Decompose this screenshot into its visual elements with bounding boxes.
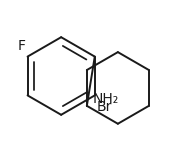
Text: NH₂: NH₂ — [92, 92, 118, 106]
Text: F: F — [18, 39, 26, 53]
Text: Br: Br — [96, 100, 112, 114]
